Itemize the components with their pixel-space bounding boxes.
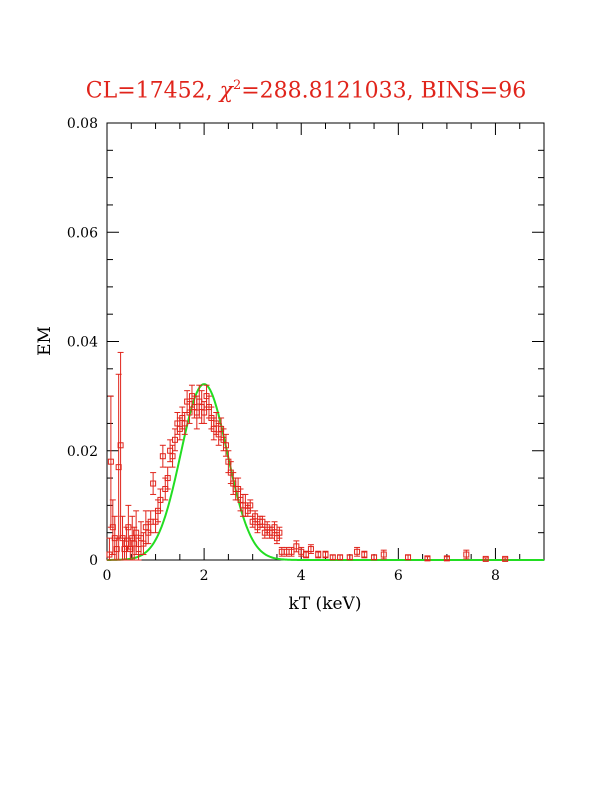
data-point	[276, 529, 283, 536]
data-point	[133, 529, 140, 536]
data-point	[354, 548, 361, 555]
points-group	[106, 351, 509, 562]
data-point	[123, 540, 130, 547]
data-point	[186, 409, 193, 416]
data-point	[201, 409, 208, 416]
title-prefix: CL=17452,	[85, 78, 220, 104]
data-point	[150, 480, 157, 487]
data-point	[361, 551, 368, 558]
y-tick-label: 0.02	[67, 444, 98, 460]
chart-title: CL=17452, χ2=288.8121033, BINS=96	[0, 78, 612, 103]
data-point	[293, 543, 300, 550]
fit-group	[106, 383, 544, 561]
x-tick-label: 8	[491, 568, 500, 584]
x-tick-label: 2	[200, 568, 209, 584]
data-point	[322, 551, 329, 558]
data-point	[222, 442, 229, 449]
data-point	[380, 551, 387, 558]
title-suffix: =288.8121033, BINS=96	[241, 78, 527, 104]
data-point	[307, 546, 314, 553]
data-point	[502, 555, 509, 562]
data-point	[247, 502, 254, 509]
data-point	[159, 453, 166, 460]
plot-frame	[106, 122, 545, 561]
y-tick-label: 0	[89, 553, 98, 569]
x-tick-label: 0	[103, 568, 112, 584]
data-point	[329, 554, 336, 561]
y-axis-label: EM	[35, 326, 55, 356]
x-axis-label: kT (keV)	[289, 594, 362, 614]
data-point	[346, 554, 353, 561]
title-chi: χ	[219, 78, 233, 104]
y-tick-label: 0.06	[67, 225, 98, 241]
axes-group: 0 2 4 6 8 0 0.02 0.04 0.06 0.08	[67, 116, 545, 584]
x-tick-label: 4	[297, 568, 306, 584]
data-point	[109, 524, 116, 531]
data-point	[443, 555, 450, 562]
data-point	[169, 453, 176, 460]
data-point	[463, 551, 470, 558]
data-point	[303, 551, 310, 558]
data-point	[117, 442, 124, 449]
data-point	[315, 551, 322, 558]
data-point	[371, 554, 378, 561]
data-point	[337, 554, 344, 561]
data-point	[405, 554, 412, 561]
data-point	[424, 555, 431, 562]
data-point	[482, 555, 489, 562]
data-point	[131, 540, 138, 547]
data-point	[125, 524, 132, 531]
y-tick-label: 0.04	[67, 335, 98, 351]
x-tick-label: 6	[394, 568, 403, 584]
data-point	[127, 546, 134, 553]
data-point	[113, 546, 120, 553]
data-point	[164, 475, 171, 482]
data-point	[107, 458, 114, 465]
fit-curve	[106, 383, 544, 561]
title-chi-exponent: 2	[232, 78, 242, 93]
data-point	[115, 464, 122, 471]
y-tick-label: 0.08	[67, 116, 98, 132]
